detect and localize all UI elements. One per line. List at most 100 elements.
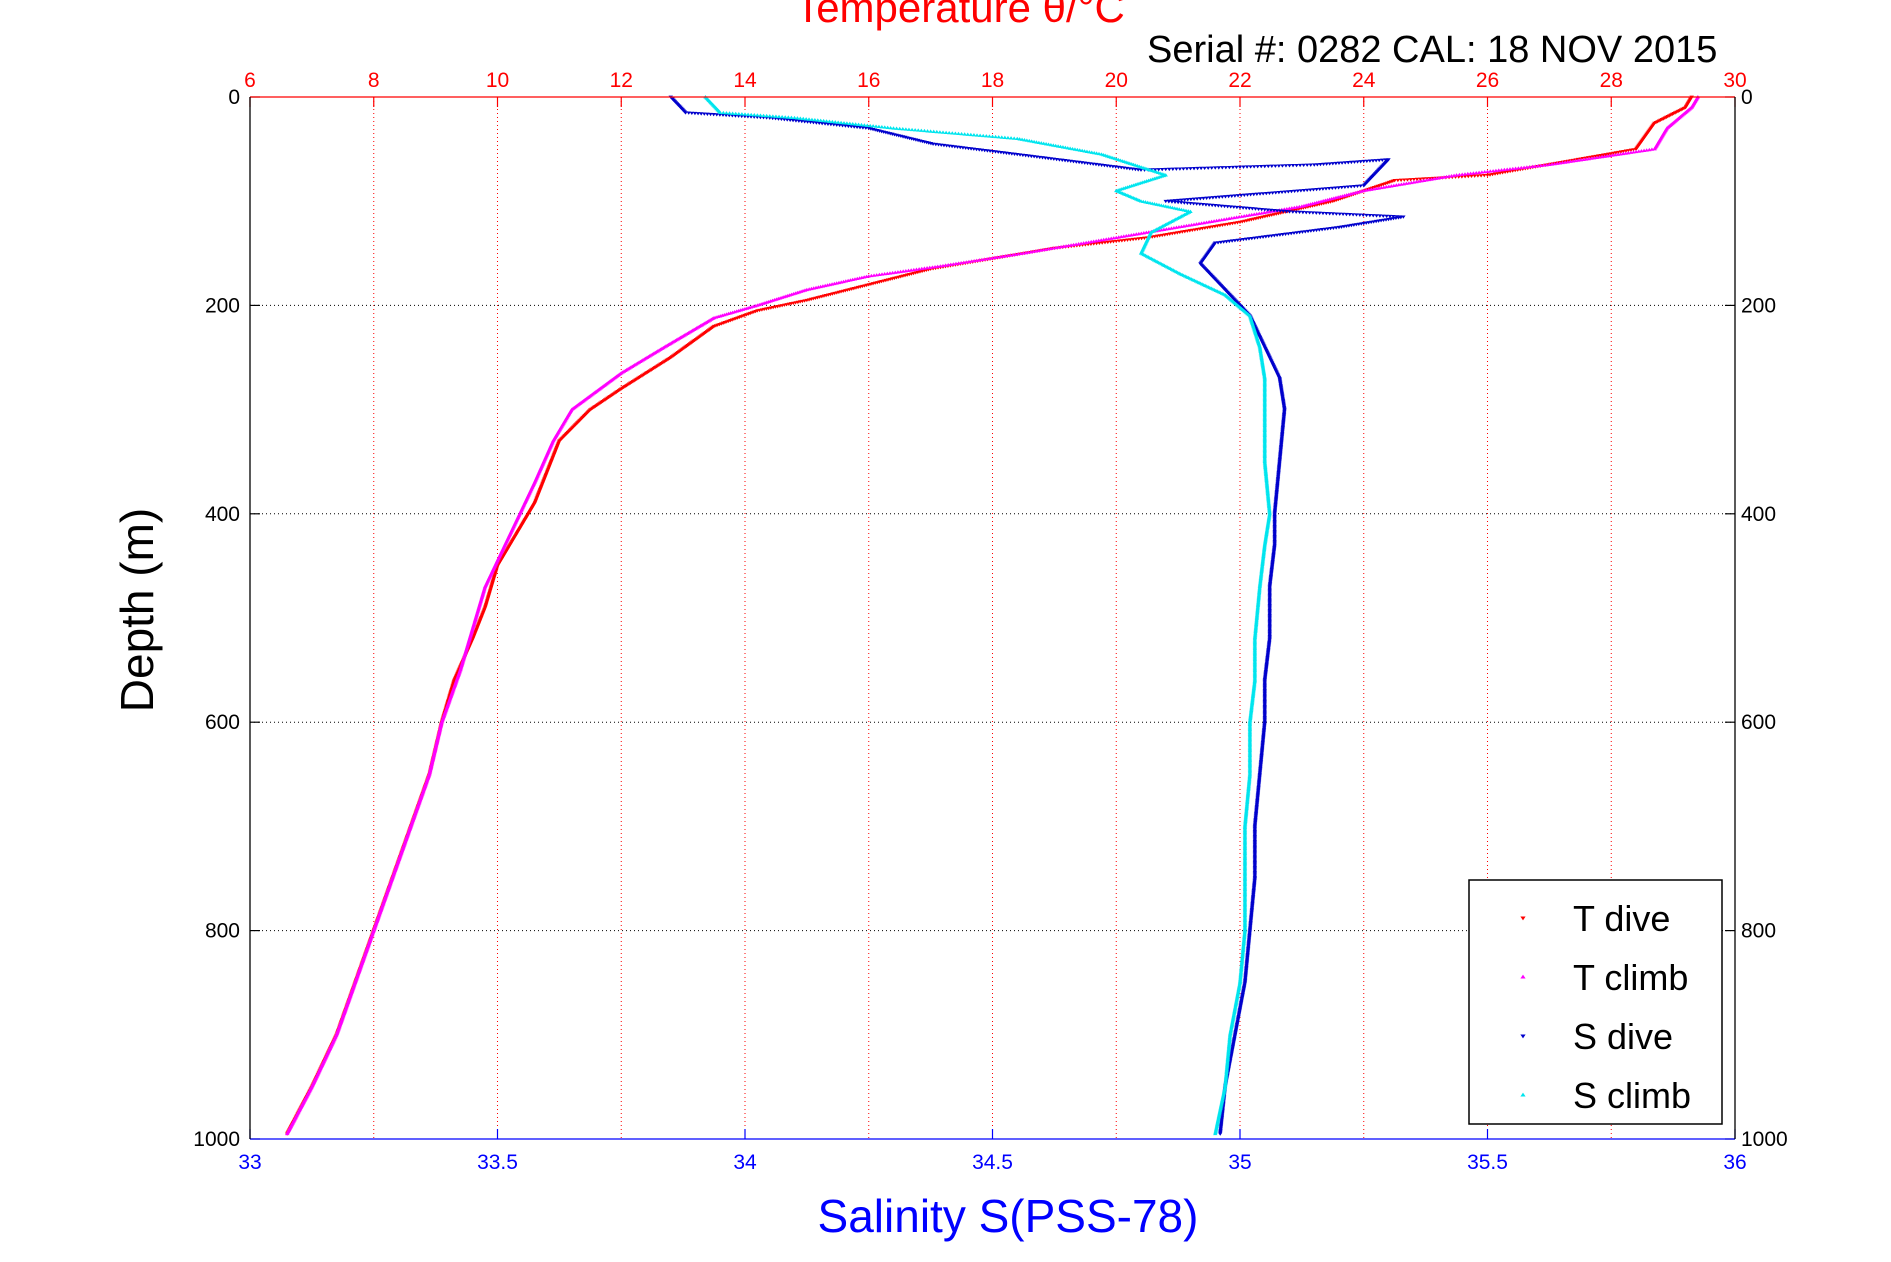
data-point	[1281, 209, 1286, 214]
data-point	[1364, 213, 1369, 218]
data-point	[1011, 136, 1017, 140]
data-point	[1344, 212, 1349, 217]
data-point	[830, 119, 835, 124]
data-point	[1195, 166, 1200, 171]
data-point	[1028, 250, 1034, 254]
data-point	[1182, 198, 1187, 202]
data-point	[1271, 208, 1277, 213]
data-point	[1241, 165, 1246, 169]
data-point	[931, 129, 936, 133]
data-point	[1129, 233, 1134, 237]
data-point	[1063, 244, 1069, 248]
data-point	[1163, 167, 1168, 172]
data-point	[1159, 228, 1164, 232]
data-point	[965, 132, 970, 136]
data-point	[1521, 165, 1527, 169]
data-point	[974, 258, 979, 262]
data-point	[959, 132, 964, 136]
data-point	[1184, 223, 1189, 228]
data-point	[833, 120, 838, 124]
data-point	[1287, 210, 1292, 214]
data-point	[733, 114, 738, 118]
data-point	[1581, 157, 1586, 161]
data-point	[1469, 174, 1474, 179]
data-point	[1502, 167, 1507, 172]
data-point	[1320, 211, 1326, 216]
data-point	[1290, 164, 1296, 168]
data-point	[1262, 208, 1267, 212]
data-point	[1426, 177, 1432, 182]
data-point	[1188, 197, 1194, 202]
data-point	[1231, 205, 1237, 209]
tick-label-salinity: 34	[733, 1151, 757, 1174]
data-point	[1576, 158, 1581, 162]
data-point	[869, 273, 874, 278]
data-point	[1170, 167, 1176, 171]
data-point	[1199, 221, 1204, 225]
data-point	[1360, 213, 1366, 217]
data-point	[1246, 213, 1252, 217]
data-point	[1647, 147, 1652, 152]
data-point	[692, 111, 698, 116]
data-point	[1181, 167, 1186, 171]
data-point	[1161, 227, 1167, 231]
legend-box	[1468, 879, 1723, 1125]
data-point	[1568, 159, 1573, 163]
data-point	[1289, 206, 1295, 210]
data-point	[1326, 186, 1332, 191]
data-point	[1633, 149, 1639, 154]
data-point	[1121, 234, 1126, 238]
data-point	[1206, 203, 1212, 207]
data-point	[1391, 215, 1396, 219]
data-point	[908, 268, 914, 272]
data-point	[862, 123, 867, 127]
data-point	[897, 126, 902, 131]
data-point	[1134, 232, 1139, 236]
data-point	[1358, 184, 1363, 188]
data-point	[1527, 164, 1532, 169]
tick-label-temperature: 28	[1600, 69, 1623, 92]
data-point	[1327, 162, 1332, 166]
data-point	[1104, 237, 1109, 241]
data-point	[717, 113, 723, 117]
data-point	[1257, 211, 1262, 215]
data-point	[1373, 159, 1379, 163]
legend-label: S climb	[1573, 1075, 1691, 1116]
data-point	[870, 124, 876, 128]
data-point	[1605, 154, 1610, 158]
data-point	[1255, 165, 1260, 169]
data-point	[1618, 152, 1623, 156]
data-point	[1239, 214, 1244, 218]
data-point	[1398, 178, 1404, 182]
data-point	[1367, 159, 1373, 163]
data-point	[1109, 236, 1114, 240]
data-point	[1342, 161, 1348, 165]
data-point	[1257, 192, 1263, 196]
data-point	[977, 258, 982, 262]
tick-label-temperature: 12	[610, 69, 633, 92]
data-point	[708, 112, 713, 117]
data-point	[1188, 167, 1193, 171]
data-point	[1457, 172, 1462, 177]
data-point	[877, 272, 882, 277]
data-point	[1284, 206, 1290, 211]
data-point	[809, 117, 815, 121]
legend-marker	[1520, 974, 1526, 979]
data-point	[946, 130, 952, 135]
data-point	[885, 125, 890, 129]
data-point	[1243, 206, 1249, 210]
data-point	[1166, 226, 1172, 231]
data-point	[1174, 225, 1179, 229]
data-point	[723, 113, 729, 118]
data-point	[940, 263, 946, 268]
data-point	[1228, 205, 1233, 209]
data-point	[1234, 215, 1239, 219]
data-point	[1131, 232, 1137, 237]
tick-label-salinity: 34.5	[972, 1151, 1013, 1174]
data-point	[1565, 160, 1570, 164]
axes	[249, 96, 1736, 1140]
data-point	[1209, 203, 1215, 208]
data-point	[1317, 187, 1322, 192]
data-point	[795, 116, 800, 120]
data-point	[1408, 178, 1413, 182]
